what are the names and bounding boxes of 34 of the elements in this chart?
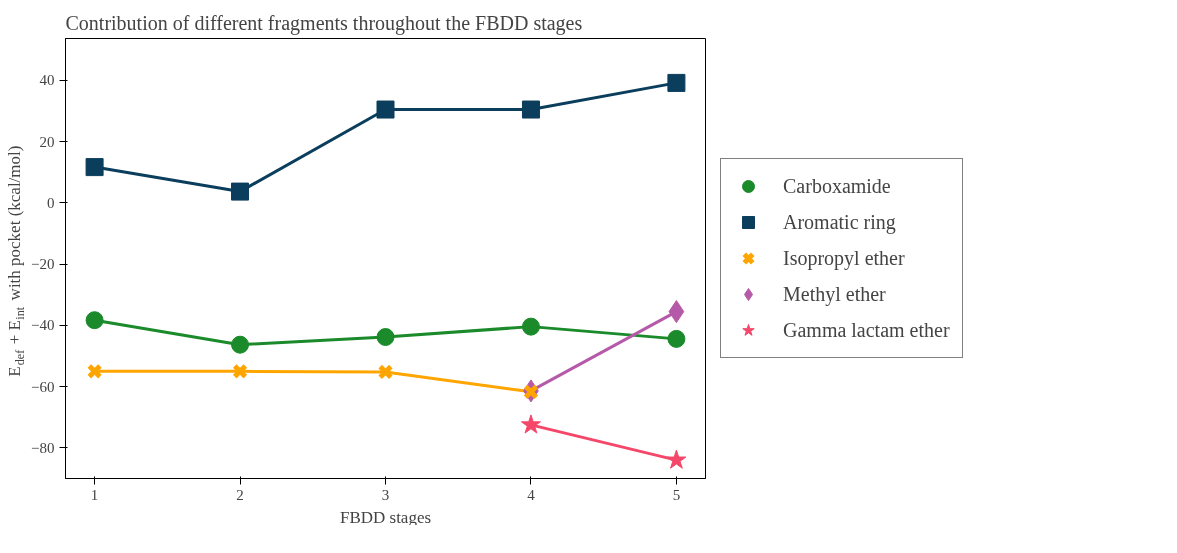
y-tick-label: 0	[47, 194, 55, 211]
legend-label: Gamma lactam ether	[783, 318, 950, 342]
y-tick-label: −60	[31, 378, 55, 395]
legend-label: Isopropyl ether	[783, 246, 905, 270]
point	[667, 329, 686, 348]
legend-label: Carboxamide	[783, 174, 891, 198]
chart-title: Contribution of different fragments throughout the FBDD stages	[65, 11, 583, 35]
point	[666, 449, 687, 469]
y-axis-title: Edef + Eint with pocket (kcal/mol)	[5, 145, 27, 377]
point	[231, 182, 250, 201]
x-tick-label: 2	[236, 486, 244, 503]
point	[520, 414, 541, 434]
point	[377, 364, 394, 380]
point	[85, 158, 104, 177]
point	[521, 100, 540, 119]
y-tick-label: 20	[39, 133, 55, 150]
y-tick-label: −20	[31, 256, 55, 273]
x-tick-label: 1	[90, 486, 99, 503]
legend-label: Methyl ether	[783, 282, 886, 306]
point	[376, 328, 395, 347]
point	[521, 317, 540, 336]
y-tick-label: −40	[31, 317, 55, 334]
x-tick-label: 4	[527, 486, 536, 503]
point	[667, 73, 686, 92]
legend-label: Aromatic ring	[783, 210, 896, 234]
point	[85, 311, 104, 330]
y-tick-label: −80	[31, 439, 55, 456]
x-tick-label: 3	[381, 486, 390, 503]
x-tick-label: 5	[672, 486, 681, 503]
point	[231, 335, 250, 354]
point	[232, 363, 248, 380]
point	[376, 100, 395, 119]
y-tick-label: 40	[39, 72, 55, 89]
point	[86, 363, 103, 380]
